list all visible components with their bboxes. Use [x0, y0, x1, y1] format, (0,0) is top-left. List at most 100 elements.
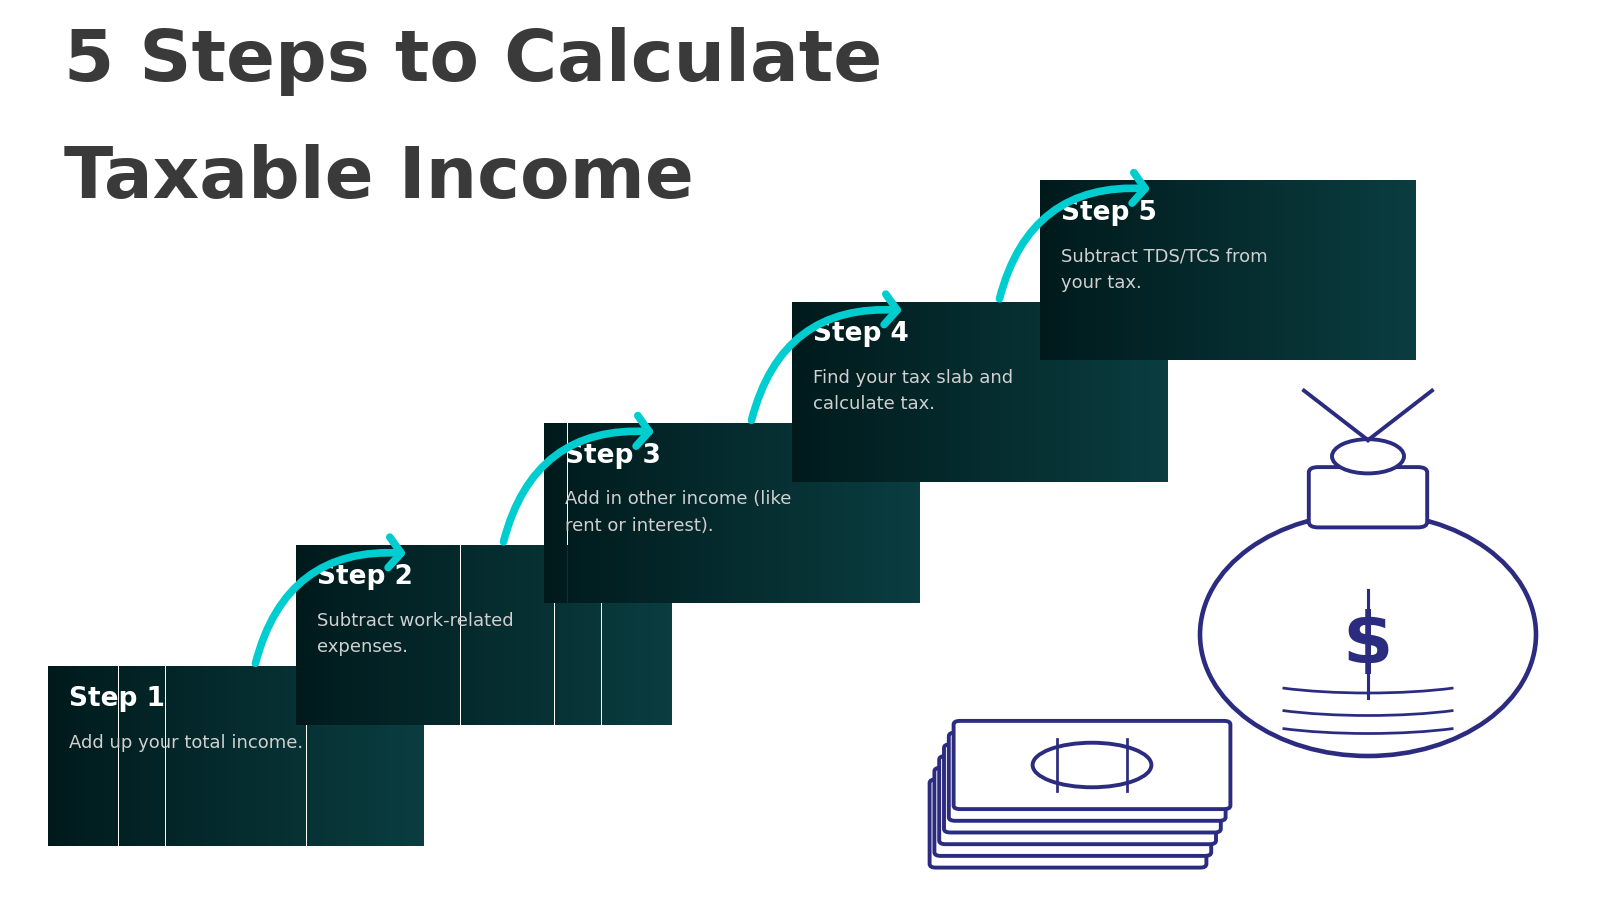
- Bar: [648, 423, 653, 603]
- Bar: [254, 666, 259, 846]
- Bar: [1091, 180, 1096, 360]
- Bar: [1086, 180, 1091, 360]
- Bar: [1078, 302, 1083, 482]
- Bar: [1378, 180, 1382, 360]
- Bar: [582, 423, 586, 603]
- Bar: [128, 666, 133, 846]
- Text: Step 5: Step 5: [1061, 200, 1157, 226]
- Bar: [390, 544, 395, 724]
- Bar: [1040, 180, 1045, 360]
- Bar: [896, 423, 901, 603]
- Bar: [1134, 180, 1139, 360]
- Bar: [1200, 180, 1205, 360]
- Bar: [864, 423, 869, 603]
- Bar: [232, 666, 237, 846]
- Bar: [830, 423, 835, 603]
- Bar: [1110, 180, 1115, 360]
- Bar: [1149, 302, 1154, 482]
- Bar: [741, 423, 746, 603]
- Text: Find your tax slab and
calculate tax.: Find your tax slab and calculate tax.: [813, 369, 1013, 413]
- Bar: [306, 544, 310, 724]
- FancyBboxPatch shape: [954, 721, 1230, 809]
- FancyBboxPatch shape: [939, 756, 1216, 844]
- Bar: [296, 544, 301, 724]
- Bar: [573, 544, 578, 724]
- Bar: [685, 423, 690, 603]
- Bar: [859, 423, 864, 603]
- Bar: [755, 423, 760, 603]
- Bar: [1219, 180, 1224, 360]
- Bar: [390, 666, 395, 846]
- Bar: [307, 666, 310, 846]
- Bar: [906, 423, 910, 603]
- Bar: [362, 544, 366, 724]
- Bar: [1139, 302, 1144, 482]
- Bar: [826, 302, 830, 482]
- Bar: [1176, 180, 1181, 360]
- Bar: [792, 302, 797, 482]
- Bar: [634, 423, 638, 603]
- Bar: [174, 666, 179, 846]
- Bar: [413, 544, 418, 724]
- Bar: [869, 423, 874, 603]
- Bar: [1163, 302, 1168, 482]
- Bar: [568, 544, 573, 724]
- Bar: [338, 544, 342, 724]
- Bar: [274, 666, 278, 846]
- FancyBboxPatch shape: [934, 768, 1211, 856]
- Bar: [194, 666, 198, 846]
- Bar: [378, 666, 382, 846]
- Bar: [334, 666, 339, 846]
- Bar: [1069, 302, 1074, 482]
- Bar: [368, 666, 373, 846]
- Bar: [661, 423, 666, 603]
- Bar: [109, 666, 114, 846]
- Bar: [634, 544, 638, 724]
- Bar: [160, 666, 165, 846]
- Bar: [526, 544, 531, 724]
- Bar: [1162, 180, 1166, 360]
- Bar: [1251, 180, 1256, 360]
- Bar: [621, 544, 626, 724]
- Text: $: $: [1342, 609, 1394, 678]
- Bar: [1037, 302, 1042, 482]
- Bar: [891, 302, 896, 482]
- Bar: [461, 544, 466, 724]
- Bar: [1210, 180, 1214, 360]
- Bar: [278, 666, 283, 846]
- Bar: [1261, 180, 1266, 360]
- Bar: [610, 423, 614, 603]
- Bar: [877, 302, 882, 482]
- Bar: [301, 544, 306, 724]
- Bar: [563, 544, 568, 724]
- Bar: [1154, 302, 1158, 482]
- Bar: [371, 544, 376, 724]
- Bar: [690, 423, 694, 603]
- Bar: [1370, 180, 1374, 360]
- Bar: [342, 544, 347, 724]
- Bar: [410, 666, 414, 846]
- Bar: [480, 544, 483, 724]
- Bar: [235, 666, 240, 846]
- Bar: [1096, 180, 1101, 360]
- Bar: [104, 666, 109, 846]
- Bar: [483, 544, 488, 724]
- Bar: [666, 423, 670, 603]
- Bar: [1374, 180, 1379, 360]
- Bar: [914, 302, 918, 482]
- Bar: [179, 666, 184, 846]
- Bar: [829, 302, 834, 482]
- Bar: [325, 666, 330, 846]
- Bar: [283, 666, 288, 846]
- Bar: [1013, 302, 1018, 482]
- Bar: [1322, 180, 1326, 360]
- Bar: [330, 544, 334, 724]
- Bar: [354, 666, 358, 846]
- FancyBboxPatch shape: [944, 744, 1221, 832]
- Bar: [1059, 302, 1064, 482]
- Bar: [704, 423, 709, 603]
- Bar: [638, 423, 643, 603]
- Bar: [858, 302, 862, 482]
- Bar: [218, 666, 222, 846]
- Bar: [1195, 180, 1200, 360]
